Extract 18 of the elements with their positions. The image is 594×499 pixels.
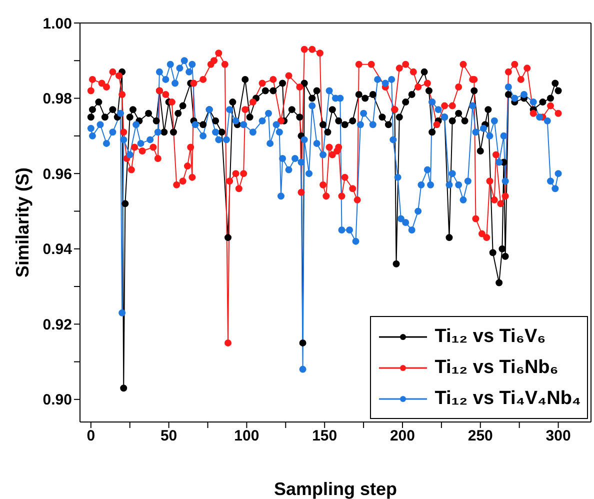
x-tick-label: 150: [312, 428, 338, 445]
x-tick-label: 250: [468, 428, 493, 445]
x-axis-title: Sampling step: [274, 479, 398, 499]
y-axis-title: Similarity (S): [12, 167, 32, 278]
y-tick-label: 0.90: [42, 392, 72, 409]
x-tick-label: 0: [86, 428, 96, 445]
y-tick-label: 0.96: [42, 166, 72, 183]
y-tick-label: 1.00: [42, 15, 72, 32]
y-tick-label: 0.94: [42, 241, 73, 258]
legend-label: Ti₁₂ vs Ti₆V₆: [434, 326, 546, 348]
x-tick-label: 200: [390, 428, 416, 445]
legend-label: Ti₁₂ vs Ti₆Nb₆: [434, 356, 558, 378]
y-tick-label: 0.92: [42, 316, 72, 334]
x-tick-label: 300: [546, 428, 571, 445]
legend-label: Ti₁₂ vs Ti₄V₄Nb₄: [434, 388, 581, 410]
x-tick-label: 50: [160, 428, 178, 445]
x-tick-label: 100: [234, 428, 260, 445]
y-tick-label: 0.98: [42, 90, 72, 108]
